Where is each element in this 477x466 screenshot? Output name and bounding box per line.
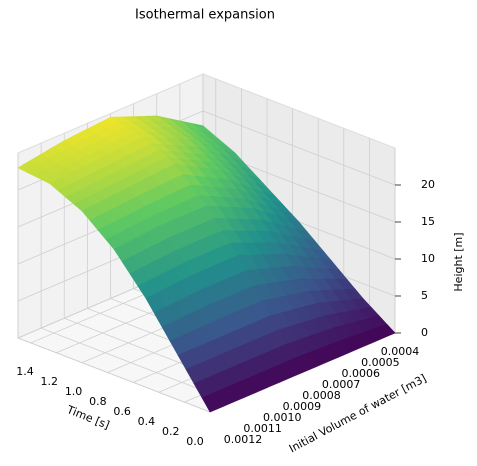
- chart-title: Isothermal expansion: [135, 8, 275, 23]
- surface-patch: [159, 205, 239, 276]
- surface-patch: [191, 254, 271, 336]
- surface-patch: [284, 253, 364, 304]
- surface-patch: [219, 169, 300, 223]
- surface-patch: [177, 335, 257, 413]
- surface-patch: [156, 115, 236, 154]
- surface-patch: [63, 116, 144, 161]
- grid-line: [202, 110, 396, 186]
- z-tick-label: 10: [421, 252, 435, 265]
- surface-patch: [81, 187, 161, 250]
- x-tick-label: 1.4: [16, 365, 34, 378]
- x-tick-label: 0.4: [138, 415, 156, 428]
- surface-patch: [316, 298, 396, 354]
- x-tick-label: 0.0: [186, 435, 204, 448]
- y-tick-label: 0.0007: [322, 378, 361, 391]
- surface-patch: [141, 136, 222, 171]
- y-tick-label: 0.0011: [243, 422, 282, 435]
- surface-patch: [270, 303, 350, 373]
- surface-patch: [113, 225, 193, 299]
- surface-patch: [95, 136, 176, 188]
- z-tick-label: 5: [421, 289, 428, 302]
- y-tick-label: 0.0008: [302, 389, 341, 402]
- y-tick-label: 0.0005: [361, 356, 400, 369]
- y-tick-label: 0.0006: [342, 367, 381, 380]
- z-tick-label: 15: [421, 215, 435, 228]
- grid-line: [17, 337, 211, 413]
- z-tick-label: 0: [421, 326, 428, 339]
- surface-patch: [145, 274, 225, 356]
- x-tick-label: 0.2: [162, 425, 180, 438]
- x-tick-label: 0.6: [113, 405, 131, 418]
- surface-patch: [188, 139, 268, 188]
- surface-patch: [17, 140, 97, 185]
- surface-patch: [173, 163, 254, 209]
- y-tick-label: 0.0012: [224, 433, 263, 446]
- surface-patch: [223, 315, 303, 393]
- surface-patch: [127, 163, 207, 227]
- y-tick-label: 0.0004: [381, 345, 420, 358]
- z-axis-label: Height [m]: [452, 232, 465, 291]
- x-tick-label: 1.2: [41, 375, 59, 388]
- x-tick-label: 1.0: [65, 385, 83, 398]
- x-tick-label: 0.8: [89, 395, 107, 408]
- y-tick-label: 0.0010: [263, 411, 302, 424]
- z-tick-label: 20: [421, 178, 435, 191]
- surface-cell: [201, 392, 223, 413]
- surface-patch: [252, 207, 332, 261]
- surface-patch: [49, 160, 129, 212]
- y-tick-label: 0.0009: [283, 400, 322, 413]
